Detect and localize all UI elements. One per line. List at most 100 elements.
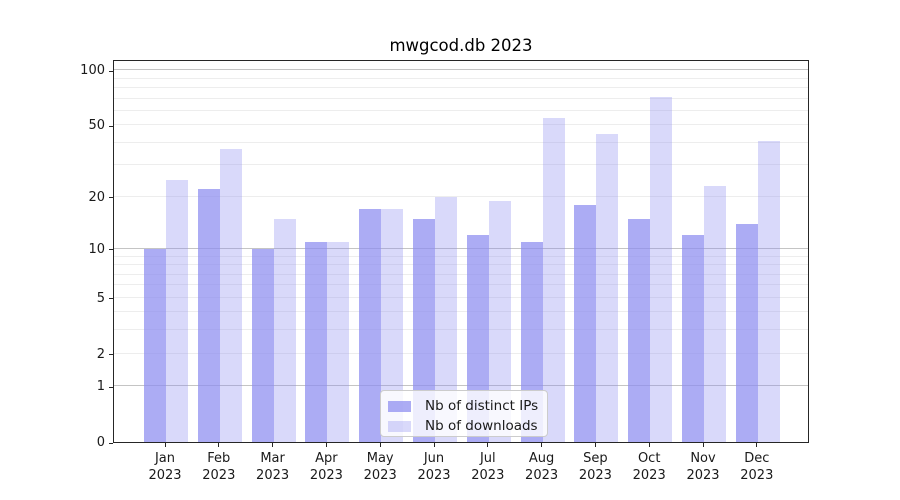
bar-distinct-ips-dec (735, 223, 758, 442)
gridline-minor-2 (114, 352, 808, 354)
bar-distinct-ips-jan (144, 248, 166, 442)
y-tick-label-1: 1 (96, 379, 105, 395)
x-tick-mark-apr (325, 443, 327, 447)
x-tick-label-year: 2023 (256, 468, 290, 483)
y-tick-label-5: 5 (96, 290, 105, 306)
y-tick-label-20: 20 (88, 189, 105, 205)
x-tick-mark-aug (541, 443, 543, 447)
x-tick-label-year: 2023 (525, 468, 559, 483)
x-tick-label-jul: Jul 2023 (456, 450, 520, 484)
x-tick-label-apr: Apr 2023 (294, 450, 358, 484)
bar-downloads-sep (596, 133, 619, 442)
x-tick-label-oct: Oct 2023 (617, 450, 681, 484)
x-tick-label-month: Aug (528, 451, 555, 466)
gridline-minor-60 (114, 109, 808, 111)
bar-downloads-apr (327, 241, 350, 442)
y-tick-mark-5 (109, 298, 113, 300)
x-tick-label-month: Apr (315, 451, 338, 466)
gridline-minor-3 (114, 329, 808, 331)
x-tick-label-year: 2023 (578, 468, 612, 483)
x-tick-mark-nov (702, 443, 704, 447)
gridline-minor-20 (114, 195, 808, 197)
x-tick-label-aug: Aug 2023 (510, 450, 574, 484)
bar-downloads-dec (757, 140, 780, 442)
gridline-minor-6 (114, 284, 808, 286)
x-tick-mark-dec (756, 443, 758, 447)
bar-distinct-ips-oct (628, 218, 651, 442)
gridline-minor-50 (114, 124, 808, 126)
y-tick-label-0: 0 (96, 435, 105, 450)
y-tick-mark-1 (109, 386, 113, 388)
y-tick-mark-20 (109, 197, 113, 199)
gridline-minor-8 (114, 264, 808, 265)
gridline-minor-90 (114, 77, 808, 79)
x-tick-label-month: Nov (690, 451, 716, 466)
x-tick-label-month: Oct (637, 451, 661, 466)
legend: Nb of distinct IPs Nb of downloads (380, 390, 548, 437)
x-tick-label-month: May (366, 451, 394, 466)
y-tick-mark-0 (109, 442, 113, 444)
x-tick-label-nov: Nov 2023 (671, 450, 735, 484)
legend-swatch-downloads-icon (388, 420, 411, 432)
legend-swatch-ips-icon (388, 400, 411, 412)
legend-label-distinct-ips: Nb of distinct IPs (425, 398, 539, 414)
y-tick-label-100: 100 (80, 63, 105, 79)
x-tick-label-year: 2023 (363, 468, 397, 483)
y-tick-label-10: 10 (88, 241, 105, 257)
x-tick-mark-feb (218, 443, 220, 447)
x-tick-label-jan: Jan 2023 (133, 450, 197, 484)
bar-downloads-jun (435, 196, 457, 442)
gridline-minor-7 (114, 273, 808, 275)
y-tick-label-50: 50 (88, 118, 105, 134)
x-tick-label-month: Sep (583, 451, 608, 466)
bar-downloads-feb (219, 148, 242, 442)
x-tick-label-month: Jan (154, 451, 176, 466)
bar-downloads-nov (704, 185, 726, 442)
y-tick-mark-10 (109, 249, 113, 251)
gridline-major-1 (114, 385, 808, 387)
bar-downloads-jan (166, 179, 188, 442)
x-tick-mark-may (379, 443, 381, 447)
bar-distinct-ips-mar (251, 248, 274, 442)
gridline-minor-70 (114, 97, 808, 99)
legend-label-downloads: Nb of downloads (425, 418, 538, 434)
x-tick-label-month: Dec (744, 451, 770, 466)
gridline-major-10 (114, 247, 808, 249)
x-tick-label-dec: Dec 2023 (725, 450, 789, 484)
y-tick-mark-2 (109, 354, 113, 355)
x-tick-mark-jun (433, 443, 435, 447)
bar-downloads-jul (488, 200, 511, 442)
y-tick-mark-50 (109, 125, 113, 127)
x-tick-label-year: 2023 (686, 468, 720, 483)
gridline-minor-4 (114, 311, 808, 313)
x-tick-label-month: Feb (207, 451, 231, 466)
legend-item-distinct-ips: Nb of distinct IPs (381, 396, 547, 416)
x-tick-label-year: 2023 (309, 468, 343, 483)
x-tick-label-year: 2023 (632, 468, 666, 483)
bar-downloads-aug (542, 117, 565, 442)
y-tick-label-2: 2 (96, 346, 105, 362)
gridline-minor-80 (114, 86, 808, 88)
plot-area: Nb of distinct IPs Nb of downloads (113, 60, 809, 443)
x-tick-label-may: May 2023 (348, 450, 412, 484)
gridline-major-100 (114, 69, 808, 71)
bar-distinct-ips-may (359, 209, 382, 442)
x-tick-mark-jul (487, 443, 489, 447)
y-tick-mark-100 (109, 70, 113, 72)
x-tick-label-feb: Feb 2023 (187, 450, 251, 484)
x-tick-label-year: 2023 (417, 468, 451, 483)
gridline-minor-30 (114, 164, 808, 166)
bar-distinct-ips-apr (305, 241, 328, 442)
x-tick-label-year: 2023 (471, 468, 505, 483)
x-tick-label-year: 2023 (202, 468, 236, 483)
chart-title: mwgcod.db 2023 (389, 36, 533, 55)
bar-distinct-ips-feb (197, 189, 220, 442)
x-tick-label-sep: Sep 2023 (563, 450, 627, 484)
bar-distinct-ips-jun (413, 218, 435, 442)
x-tick-mark-jan (164, 443, 166, 447)
x-tick-label-jun: Jun 2023 (402, 450, 466, 484)
x-tick-mark-mar (272, 443, 274, 447)
x-tick-label-year: 2023 (148, 468, 182, 483)
bar-distinct-ips-nov (682, 235, 704, 442)
